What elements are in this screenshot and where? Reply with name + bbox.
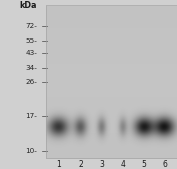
Bar xyxy=(46,59,177,61)
Bar xyxy=(46,28,177,31)
Bar xyxy=(46,71,177,74)
Text: 55-: 55- xyxy=(25,38,37,44)
Text: 43-: 43- xyxy=(25,50,37,56)
Bar xyxy=(46,102,177,104)
Text: 6: 6 xyxy=(162,160,167,169)
Bar xyxy=(46,125,177,127)
Text: 5: 5 xyxy=(142,160,147,169)
Bar xyxy=(46,92,177,94)
Bar xyxy=(46,20,177,23)
Bar xyxy=(46,46,177,48)
Bar xyxy=(46,51,177,54)
Bar xyxy=(46,79,177,81)
Bar xyxy=(46,13,177,15)
Bar xyxy=(46,56,177,59)
Text: 4: 4 xyxy=(121,160,125,169)
Bar xyxy=(46,94,177,97)
Bar xyxy=(46,120,177,122)
Bar xyxy=(46,5,177,158)
Bar xyxy=(46,107,177,110)
Bar xyxy=(46,18,177,20)
Bar xyxy=(46,5,177,8)
Bar xyxy=(46,10,177,13)
Bar xyxy=(46,26,177,28)
Text: 1: 1 xyxy=(56,160,61,169)
Bar xyxy=(46,112,177,115)
Text: 34-: 34- xyxy=(25,65,37,71)
Bar xyxy=(46,138,177,140)
Bar xyxy=(46,38,177,41)
Bar xyxy=(46,23,177,26)
Bar xyxy=(46,127,177,130)
Bar xyxy=(46,43,177,46)
Text: kDa: kDa xyxy=(20,1,37,10)
Bar xyxy=(46,69,177,71)
Bar xyxy=(46,117,177,120)
Bar xyxy=(46,31,177,33)
Bar xyxy=(46,41,177,43)
Text: 72-: 72- xyxy=(25,23,37,29)
Bar xyxy=(46,110,177,112)
Bar xyxy=(46,15,177,18)
Bar xyxy=(46,74,177,76)
Text: 26-: 26- xyxy=(25,79,37,85)
Bar xyxy=(46,104,177,107)
Text: 3: 3 xyxy=(99,160,104,169)
Bar xyxy=(46,153,177,155)
Bar xyxy=(46,148,177,150)
Bar xyxy=(46,87,177,89)
Bar xyxy=(46,8,177,10)
Bar xyxy=(46,143,177,145)
Text: 2: 2 xyxy=(78,160,83,169)
Bar xyxy=(46,115,177,117)
Bar xyxy=(46,97,177,99)
Bar xyxy=(46,122,177,125)
Bar xyxy=(46,135,177,138)
Bar xyxy=(46,132,177,135)
Bar xyxy=(46,84,177,87)
Bar xyxy=(46,33,177,36)
Text: 17-: 17- xyxy=(25,113,37,119)
Bar xyxy=(46,76,177,79)
Bar xyxy=(46,36,177,38)
Bar xyxy=(46,140,177,143)
Text: 10-: 10- xyxy=(25,148,37,154)
Bar xyxy=(46,61,177,64)
Bar xyxy=(46,89,177,92)
Bar xyxy=(46,145,177,148)
Bar xyxy=(46,64,177,66)
Bar xyxy=(46,81,177,84)
Bar xyxy=(46,48,177,51)
Bar xyxy=(46,155,177,158)
Bar xyxy=(46,99,177,102)
Bar xyxy=(46,130,177,132)
Bar xyxy=(46,54,177,56)
Bar xyxy=(46,150,177,153)
Bar xyxy=(46,66,177,69)
